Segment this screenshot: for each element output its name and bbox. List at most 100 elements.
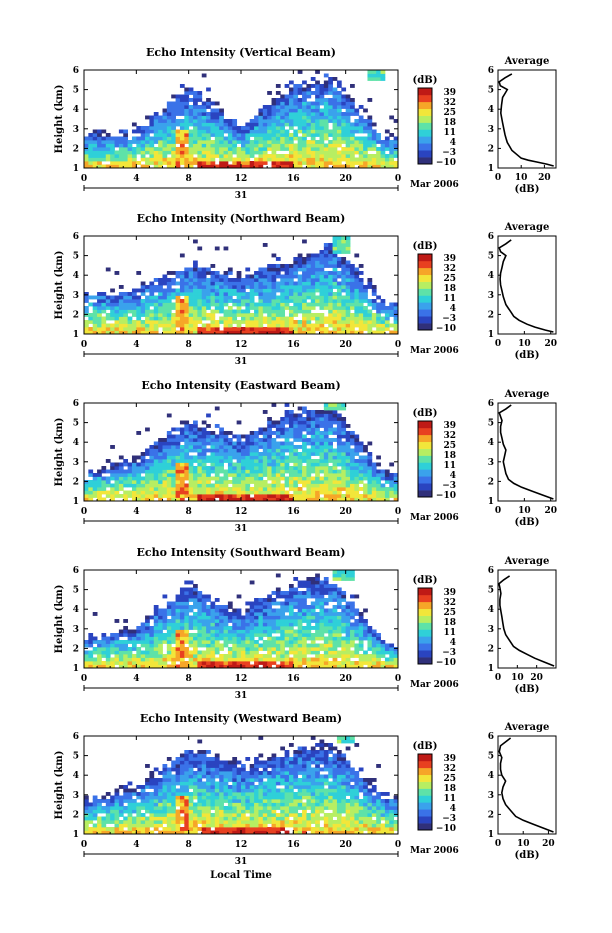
heatmap-cell <box>280 602 285 606</box>
heatmap-cell <box>302 130 307 134</box>
heatmap-cell <box>167 623 172 627</box>
heatmap-cell <box>215 271 220 275</box>
heatmap-cell <box>232 133 237 137</box>
heatmap-cell <box>337 261 342 265</box>
heatmap-cell <box>101 154 106 158</box>
heatmap-cell <box>219 616 224 620</box>
heatmap-cell <box>132 466 137 470</box>
heatmap-cell <box>189 313 194 317</box>
heatmap-cell <box>289 598 294 602</box>
heatmap-cell <box>346 278 351 282</box>
date-label: 31 <box>235 357 248 367</box>
heatmap-cell <box>88 147 93 151</box>
heatmap-cell <box>350 289 355 293</box>
heatmap-cell <box>197 303 202 307</box>
heatmap-cell <box>267 633 272 637</box>
heatmap-cell <box>280 133 285 137</box>
heatmap-cell <box>359 289 364 293</box>
heatmap-cell <box>302 654 307 658</box>
heatmap-cell <box>302 473 307 477</box>
heatmap-cell <box>180 661 185 665</box>
heatmap-cell <box>363 296 368 300</box>
heatmap-cell <box>328 407 333 411</box>
heatmap-cell <box>189 112 194 116</box>
heatmap-cell <box>132 484 137 488</box>
heatmap-cell <box>315 289 320 293</box>
heatmap-cell <box>302 327 307 331</box>
heatmap-cell <box>171 484 176 488</box>
heatmap-cell <box>219 480 224 484</box>
heatmap-cell <box>328 317 333 321</box>
heatmap-cell <box>315 480 320 484</box>
heatmap-cell <box>176 98 181 102</box>
heatmap-cell <box>180 254 185 258</box>
heatmap-cell <box>101 320 106 324</box>
heatmap-cell <box>210 158 215 162</box>
heatmap-cell <box>123 137 128 141</box>
heatmap-cell <box>180 147 185 151</box>
heatmap-cell <box>189 285 194 289</box>
heatmap-cell <box>171 456 176 460</box>
heatmap-cell <box>106 147 111 151</box>
heatmap-cell <box>224 126 229 130</box>
heatmap-cell <box>289 98 294 102</box>
heatmap-cell <box>258 654 263 658</box>
heatmap-cell <box>88 487 93 491</box>
heatmap-cell <box>189 640 194 644</box>
colorbar-segment <box>418 282 432 289</box>
heatmap-cell <box>202 275 207 279</box>
heatmap-title: Echo Intensity (Southward Beam) <box>137 546 346 559</box>
heatmap-cell <box>97 292 102 296</box>
heatmap-cell <box>324 119 329 123</box>
heatmap-cell <box>258 285 263 289</box>
heatmap-cell <box>237 470 242 474</box>
heatmap-cell <box>241 140 246 144</box>
heatmap-cell <box>202 445 207 449</box>
y-tick-label: 6 <box>73 66 79 76</box>
heatmap-cell <box>128 151 133 155</box>
heatmap-cell <box>328 421 333 425</box>
average-profile-line <box>499 405 553 499</box>
heatmap-cell <box>350 102 355 106</box>
heatmap-cell <box>163 126 168 130</box>
heatmap-cell <box>132 630 137 634</box>
heatmap-cell <box>306 254 311 258</box>
heatmap-cell <box>245 633 250 637</box>
heatmap-cell <box>219 456 224 460</box>
heatmap-cell <box>110 633 115 637</box>
heatmap-cell <box>272 661 277 665</box>
heatmap-cell <box>197 651 202 655</box>
heatmap-cell <box>106 313 111 317</box>
heatmap-cell <box>341 285 346 289</box>
heatmap-cell <box>272 285 277 289</box>
heatmap-cell <box>289 449 294 453</box>
heatmap-cell <box>193 320 198 324</box>
heatmap-cell <box>171 144 176 148</box>
heatmap-cell <box>389 480 394 484</box>
heatmap-cell <box>276 424 281 428</box>
heatmap-cell <box>381 299 386 303</box>
heatmap-cell <box>250 459 255 463</box>
heatmap-cell <box>224 275 229 279</box>
heatmap-cell <box>228 431 233 435</box>
heatmap-cell <box>215 112 220 116</box>
heatmap-cell <box>215 487 220 491</box>
heatmap-cell <box>184 137 189 141</box>
heatmap-cell <box>320 456 325 460</box>
heatmap-cell <box>285 410 290 414</box>
heatmap-cell <box>315 654 320 658</box>
heatmap-cell <box>241 494 246 498</box>
heatmap-cell <box>293 112 298 116</box>
heatmap-cell <box>293 623 298 627</box>
heatmap-cell <box>228 126 233 130</box>
heatmap-cell <box>237 278 242 282</box>
heatmap-cell <box>267 477 272 481</box>
heatmap-cell <box>320 313 325 317</box>
heatmap-cell <box>228 151 233 155</box>
heatmap-cell <box>350 299 355 303</box>
heatmap-cell <box>328 88 333 92</box>
heatmap-cell <box>241 644 246 648</box>
heatmap-cell <box>167 327 172 331</box>
heatmap-cell <box>346 324 351 328</box>
heatmap-cell <box>328 151 333 155</box>
